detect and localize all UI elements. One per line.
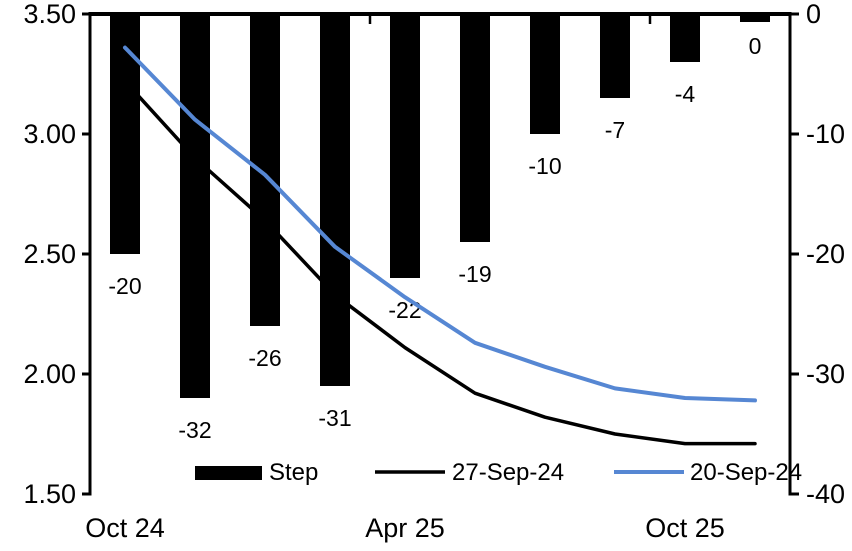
axis-tick-label: 1.50: [23, 479, 76, 509]
step-bar: [390, 14, 420, 278]
bar-value-label: -20: [108, 273, 141, 299]
step-bar: [670, 14, 700, 62]
bar-value-label: -4: [675, 81, 696, 107]
bar-value-label: -10: [528, 153, 561, 179]
axis-tick-label: 2.00: [23, 359, 76, 389]
x-axis-label: Apr 25: [365, 513, 445, 543]
step-bar: [530, 14, 560, 134]
legend-label-20-sep-24: 20-Sep-24: [690, 459, 802, 486]
axis-tick-label: 2.50: [23, 239, 76, 269]
x-axis-label: Oct 25: [645, 513, 725, 543]
axis-tick-label: -20: [806, 239, 845, 269]
series-line-20-sep-24: [123, 45, 757, 403]
bar-value-labels: -20 -32 -26 -31 -22 -19 -10 -7 -4 0: [108, 33, 761, 443]
step-bar: [250, 14, 280, 326]
axis-tick-label: 0: [806, 0, 821, 29]
legend-swatch-step: [195, 466, 262, 480]
axis-tick-label: 3.50: [23, 0, 76, 29]
bar-value-label: -26: [248, 345, 281, 371]
right-axis-labels: 0 -10 -20 -30 -40: [806, 0, 845, 509]
axis-tick-label: -30: [806, 359, 845, 389]
bar-value-label: -22: [388, 297, 421, 323]
bar-value-label: 0: [749, 33, 762, 59]
step-bar: [180, 14, 210, 398]
axis-tick-label: 3.00: [23, 119, 76, 149]
axis-tick-label: -40: [806, 479, 845, 509]
axes: [82, 12, 799, 496]
legend-label-step: Step: [269, 459, 318, 486]
step-bar: [110, 14, 140, 254]
bar-value-label: -19: [458, 261, 491, 287]
step-bars: [110, 14, 770, 398]
axis-tick-label: -10: [806, 119, 845, 149]
bar-value-label: -7: [605, 117, 625, 143]
step-bar: [460, 14, 490, 242]
x-axis-labels: Oct 24 Apr 25 Oct 25: [85, 513, 725, 543]
x-axis-label: Oct 24: [85, 513, 165, 543]
bar-value-label: -31: [318, 405, 351, 431]
left-axis-labels: 3.50 3.00 2.50 2.00 1.50: [23, 0, 76, 509]
series-line-27-sep-24: [123, 79, 757, 446]
legend-label-27-sep-24: 27-Sep-24: [452, 459, 564, 486]
bar-value-label: -32: [178, 417, 211, 443]
step-bar: [740, 14, 770, 22]
legend: Step 27-Sep-24 20-Sep-24: [195, 459, 802, 486]
step-bar: [600, 14, 630, 98]
step-bar: [320, 14, 350, 386]
